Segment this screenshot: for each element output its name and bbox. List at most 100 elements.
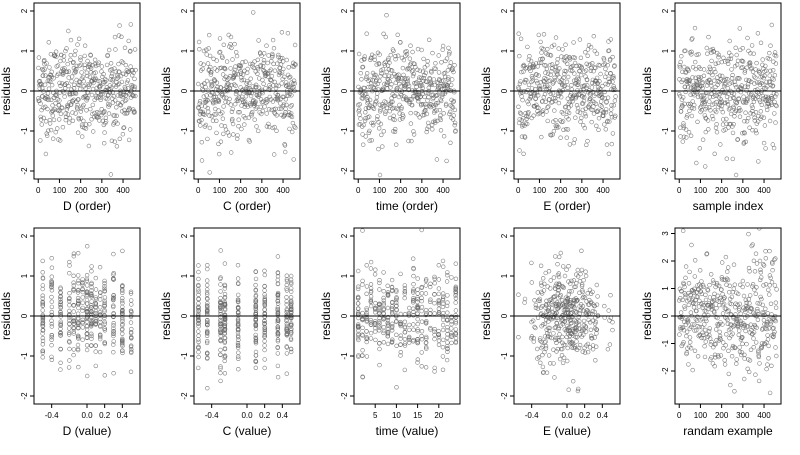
residual-point xyxy=(704,105,709,110)
residual-point xyxy=(763,256,768,261)
residual-point xyxy=(243,115,248,121)
residual-point xyxy=(385,292,391,298)
residual-point xyxy=(282,74,287,80)
residual-point xyxy=(365,71,370,76)
residual-point xyxy=(695,314,700,319)
residual-point xyxy=(373,329,378,334)
residual-point xyxy=(119,59,124,64)
residual-point xyxy=(581,278,586,283)
residual-point xyxy=(205,263,210,268)
residual-point xyxy=(106,47,112,53)
residual-point xyxy=(742,118,747,124)
residual-point xyxy=(415,304,420,309)
residual-point xyxy=(394,332,399,337)
residual-point xyxy=(704,331,709,337)
residual-point xyxy=(417,68,423,73)
residual-point xyxy=(222,286,228,291)
residual-point xyxy=(593,65,598,71)
residual-point xyxy=(60,72,66,77)
residual-point xyxy=(84,297,90,303)
residual-point xyxy=(757,361,762,366)
y-tick-label: -1 xyxy=(20,127,29,135)
residual-point xyxy=(49,283,54,288)
residual-point xyxy=(275,306,280,312)
residual-point xyxy=(364,329,369,334)
residual-point xyxy=(538,280,544,286)
x-tick-label: 100 xyxy=(373,186,387,195)
residual-point xyxy=(375,91,380,96)
residual-point xyxy=(225,130,231,135)
residual-point xyxy=(205,356,210,361)
x-tick-label: 0.4 xyxy=(277,411,289,420)
residual-point xyxy=(75,311,81,316)
residual-point xyxy=(718,97,723,102)
residual-point xyxy=(62,86,68,91)
residual-point xyxy=(275,274,281,279)
residual-point xyxy=(585,53,590,58)
residual-point xyxy=(58,346,63,352)
residual-point xyxy=(40,293,45,298)
residual-point xyxy=(71,283,77,288)
residual-point xyxy=(277,70,282,75)
residual-point xyxy=(575,386,581,392)
residual-point xyxy=(438,128,444,133)
residual-point xyxy=(691,322,697,327)
residual-point xyxy=(289,281,294,287)
residual-point xyxy=(93,70,98,75)
residual-point xyxy=(388,103,393,109)
residual-point xyxy=(360,228,365,233)
residual-point xyxy=(133,67,138,73)
residual-point xyxy=(84,331,90,337)
residual-point xyxy=(79,70,84,75)
residual-point xyxy=(89,333,94,339)
residual-point xyxy=(205,61,211,66)
residual-point xyxy=(585,349,591,355)
residual-point xyxy=(89,288,94,293)
x-tick-label: 0.0 xyxy=(241,411,253,420)
residual-point xyxy=(411,129,416,134)
residual-point xyxy=(720,340,726,345)
residual-point xyxy=(262,268,267,273)
residual-point xyxy=(686,302,691,308)
residual-point xyxy=(773,53,779,59)
residual-point xyxy=(121,71,126,77)
residual-point xyxy=(368,266,374,271)
residual-point xyxy=(770,326,775,331)
residual-point xyxy=(449,321,454,327)
residual-point xyxy=(604,142,610,147)
residual-point xyxy=(590,347,596,352)
residual-point xyxy=(536,105,541,111)
residual-point xyxy=(681,64,687,70)
residual-point xyxy=(694,52,699,57)
residual-point xyxy=(687,108,692,114)
residual-point xyxy=(736,328,742,333)
residual-point xyxy=(236,350,241,355)
residual-point xyxy=(128,330,134,336)
residual-point xyxy=(213,112,219,117)
residual-point xyxy=(356,295,361,300)
residual-point xyxy=(435,92,440,98)
residual-point xyxy=(770,142,775,147)
residual-point xyxy=(441,301,446,306)
residual-point xyxy=(579,64,584,70)
x-tick-label: 0.2 xyxy=(259,411,271,420)
residual-point xyxy=(275,339,281,344)
residual-point xyxy=(694,328,699,333)
x-tick-label: -0.4 xyxy=(205,411,219,420)
residual-point xyxy=(436,291,441,297)
residual-point xyxy=(71,65,77,71)
residual-point xyxy=(706,127,711,132)
residual-point xyxy=(281,102,287,107)
residual-point xyxy=(575,388,581,394)
residual-point xyxy=(714,306,719,311)
residual-point xyxy=(234,49,239,55)
residual-point xyxy=(699,80,705,86)
residual-point xyxy=(540,344,545,349)
residual-point xyxy=(78,109,84,114)
residual-point xyxy=(706,328,712,334)
residual-point xyxy=(284,321,289,327)
residual-point xyxy=(48,79,53,85)
residual-point xyxy=(288,104,293,109)
residual-point xyxy=(59,52,64,58)
residual-point xyxy=(114,144,120,149)
